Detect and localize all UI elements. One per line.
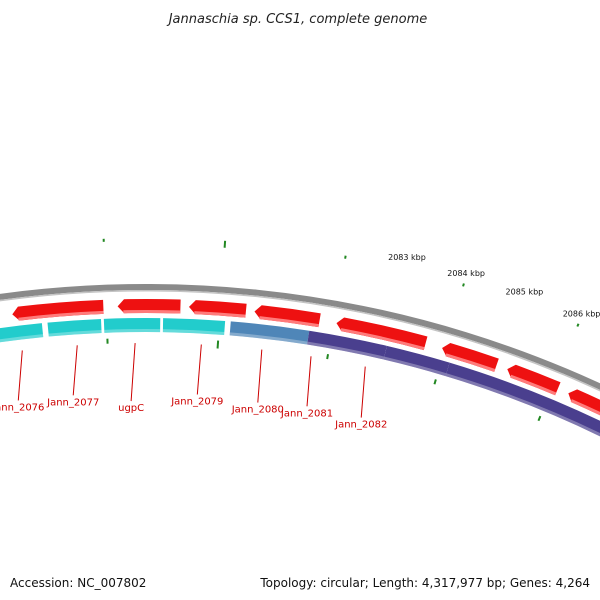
gene-label-leader xyxy=(17,350,23,401)
cds-gene-shade xyxy=(0,334,44,343)
forward-gene-arrow xyxy=(336,317,428,351)
scale-label: 2086 kbp xyxy=(563,309,600,318)
forward-gene-arrow xyxy=(507,364,561,396)
outer-minor-tick xyxy=(576,323,580,327)
outer-minor-tick xyxy=(462,283,465,287)
gene-labels: Jann_2074Jann_2075Jann_2076Jann_2077ugpC… xyxy=(0,343,387,431)
inner-scale-ticks xyxy=(106,338,542,422)
forward-gene-arrow xyxy=(12,299,104,321)
cds-gene-band xyxy=(383,345,450,377)
inner-minor-tick xyxy=(537,415,542,422)
inner-minor-tick xyxy=(326,353,330,360)
gene-label: Jann_2080 xyxy=(231,405,284,416)
cds-gene-band xyxy=(307,330,387,360)
forward-gene-highlight xyxy=(510,374,557,396)
genome-stats-text: Topology: circular; Length: 4,317,977 bp… xyxy=(260,576,590,590)
backbone-ring xyxy=(0,284,600,392)
cds-gene-band xyxy=(162,318,226,335)
gene-label: Jann_2081 xyxy=(280,408,333,419)
gene-label: Jann_2079 xyxy=(170,396,223,407)
gene-label-leader xyxy=(72,345,78,396)
gene-label-leader xyxy=(257,349,263,403)
gene-label: Jann_2076 xyxy=(0,402,44,413)
cds-gene-band xyxy=(103,318,161,333)
cds-gene-shade xyxy=(229,332,308,345)
gene-label-leader xyxy=(196,344,202,395)
inner-major-tick xyxy=(216,340,220,349)
gene-label: Jann_2082 xyxy=(334,420,387,431)
cds-gene-band xyxy=(0,323,44,343)
gene-label: Jann_2077 xyxy=(46,397,99,408)
cds-gene-shade xyxy=(48,329,102,337)
cds-gene-shade xyxy=(445,373,600,437)
cds-gene-band xyxy=(47,318,102,337)
gene-label: ugpC xyxy=(118,403,144,414)
forward-gene-highlight xyxy=(194,311,246,318)
cds-gene-band xyxy=(229,321,310,345)
forward-gene-highlight xyxy=(123,309,181,314)
cds-gene-band xyxy=(445,362,600,437)
genome-title: Jannaschia sp. CCS1, complete genome xyxy=(166,12,428,27)
cds-gene-shade xyxy=(104,329,161,333)
forward-gene-track xyxy=(12,299,600,416)
forward-gene-arrow xyxy=(254,305,321,328)
cds-gene-shade xyxy=(307,341,385,360)
gene-label-leader xyxy=(360,366,366,418)
backbone-arc xyxy=(0,284,600,390)
gene-label-leader xyxy=(306,356,312,407)
gene-label-leader xyxy=(130,343,136,402)
forward-gene-highlight xyxy=(340,328,425,351)
forward-gene-arrow xyxy=(117,299,181,314)
cds-gene-track xyxy=(0,318,600,437)
forward-gene-highlight xyxy=(445,353,496,372)
inner-minor-tick xyxy=(433,379,437,385)
scale-label: 2085 kbp xyxy=(506,288,544,297)
forward-gene-arrow xyxy=(442,343,499,372)
forward-gene-highlight xyxy=(259,316,319,328)
outer-minor-tick xyxy=(344,255,347,259)
outer-scale-ticks xyxy=(102,238,580,327)
forward-gene-highlight xyxy=(18,310,104,321)
cds-gene-shade xyxy=(383,356,447,377)
forward-gene-highlight xyxy=(570,399,600,416)
scale-label: 2084 kbp xyxy=(447,269,485,278)
scale-label: 2083 kbp xyxy=(388,253,426,262)
cds-gene-shade xyxy=(162,329,225,335)
accession-text: Accession: NC_007802 xyxy=(10,576,147,590)
